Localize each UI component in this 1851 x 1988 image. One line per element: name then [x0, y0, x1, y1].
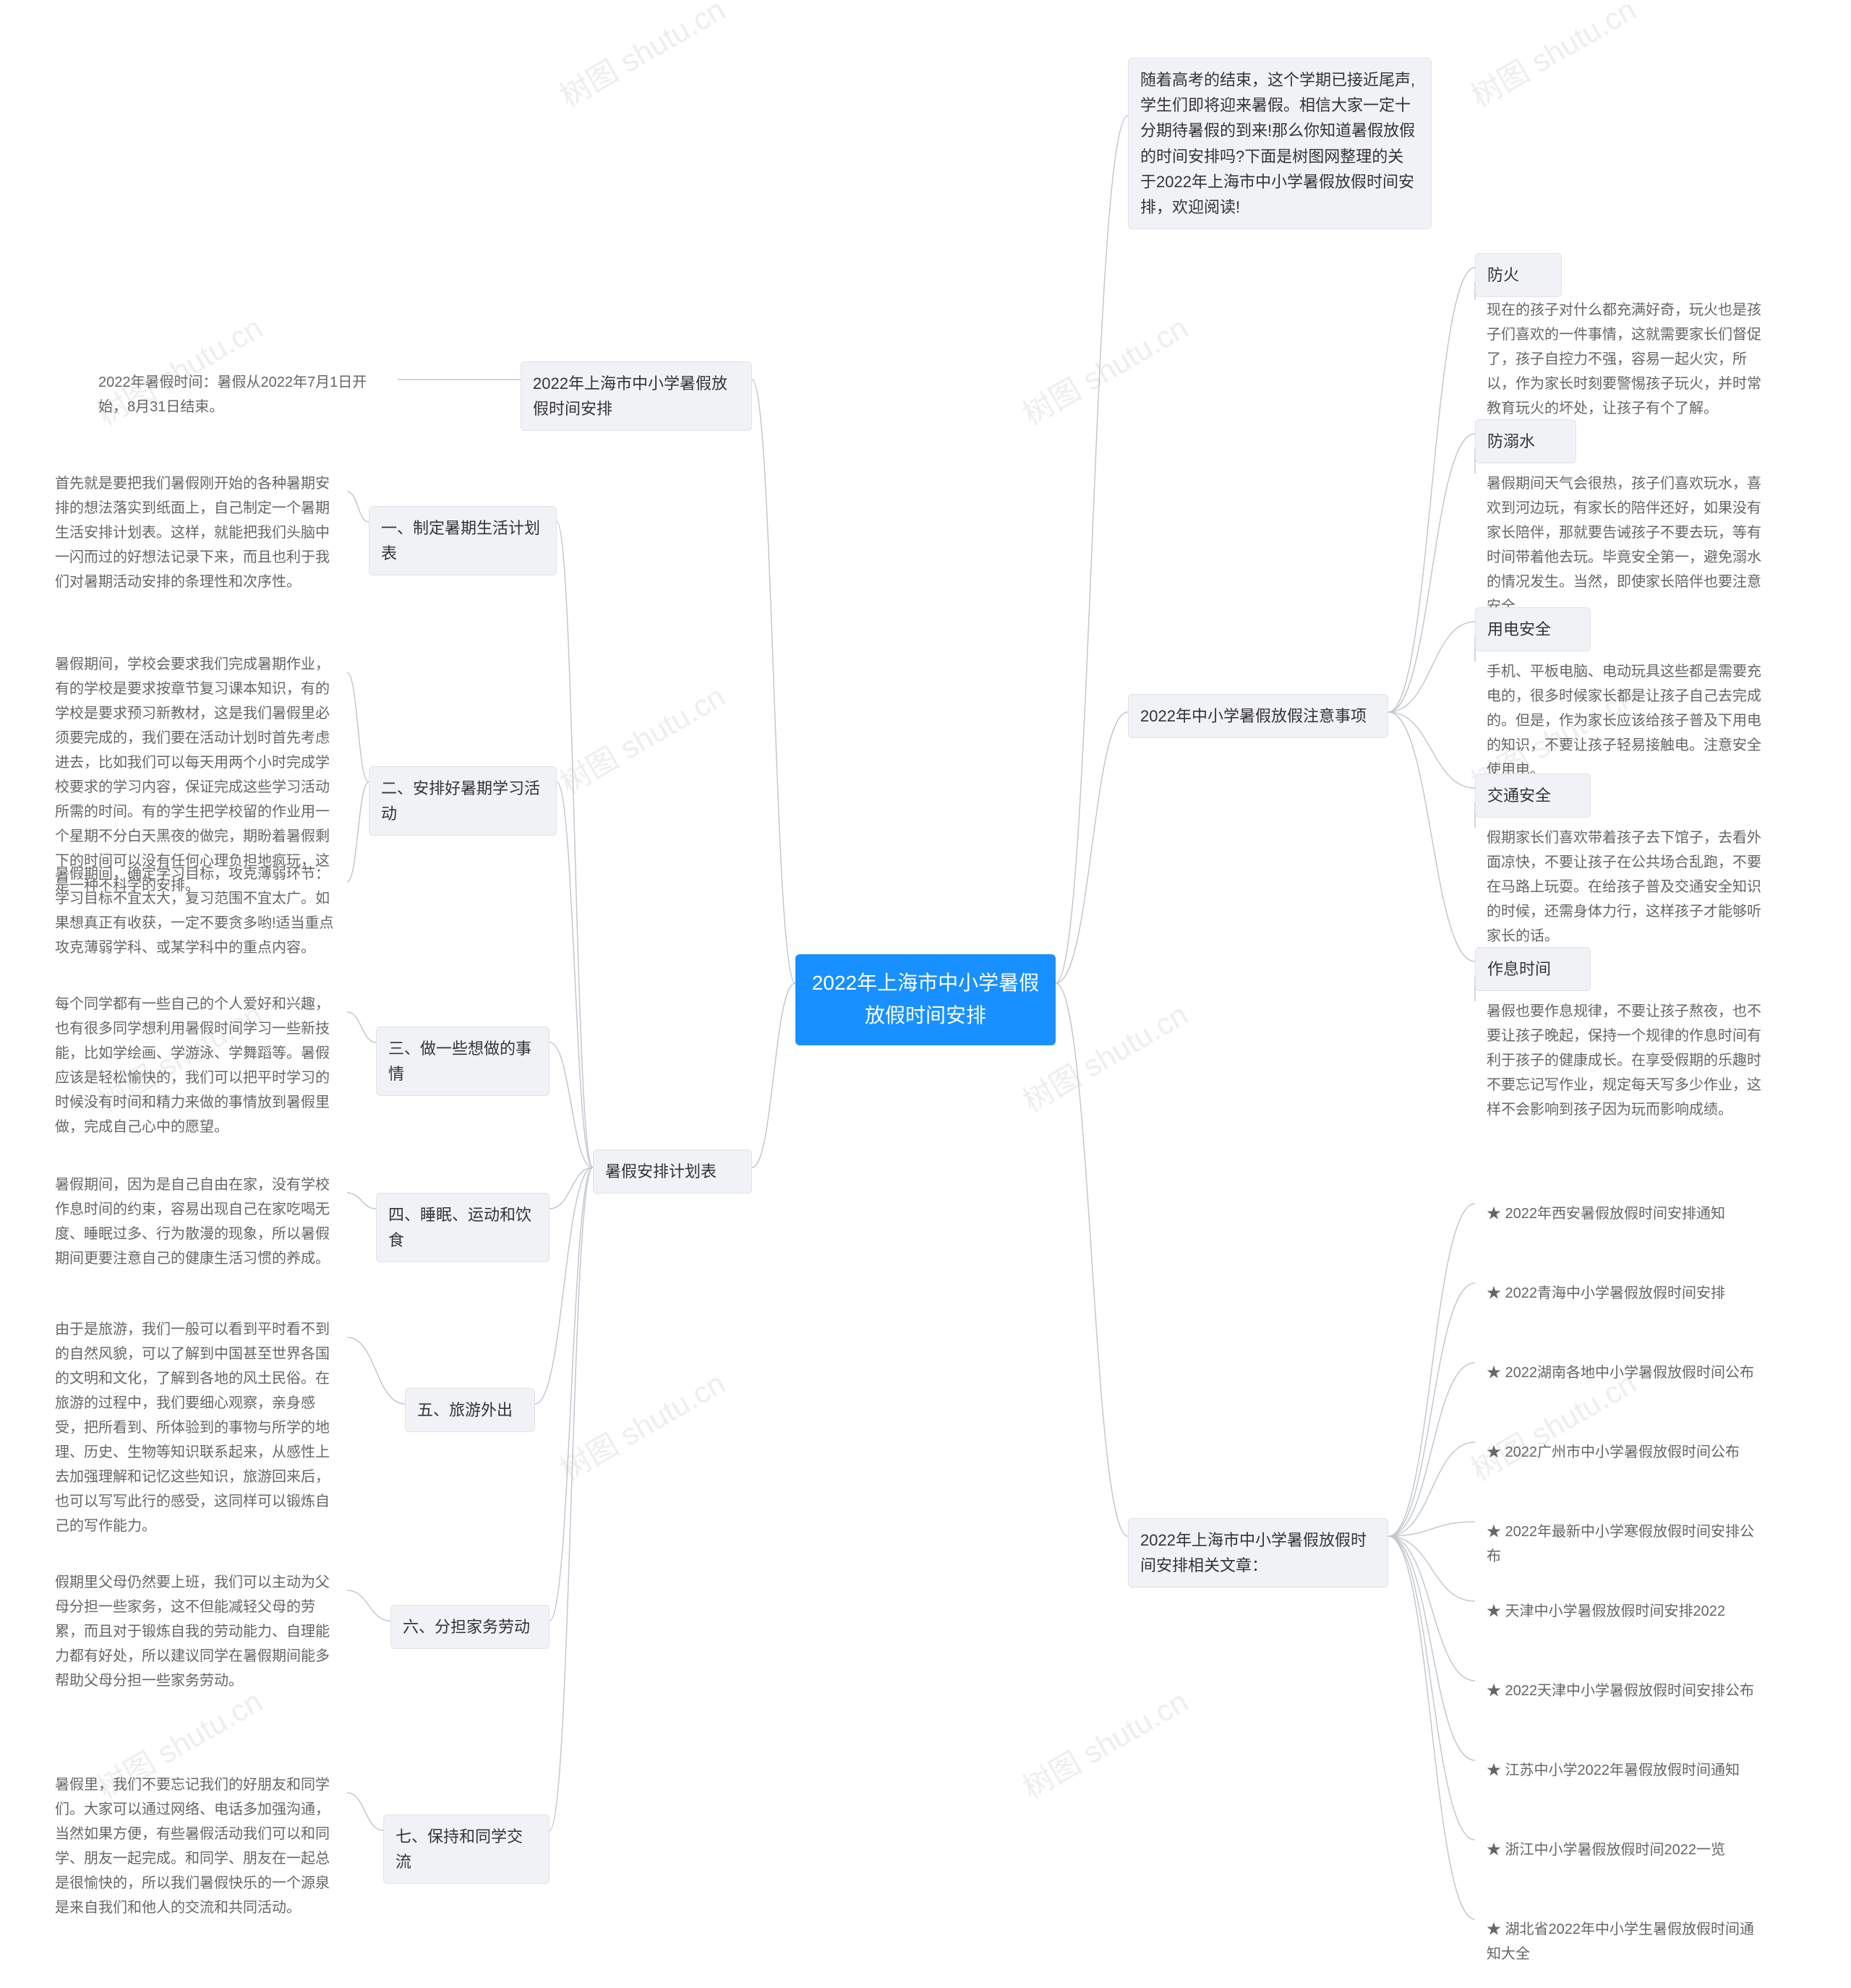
leaf-related-r6: ★ 天津中小学暑假放假时间安排2022: [1475, 1590, 1779, 1632]
leaf-p4-t: 暑假期间，因为是自己自由在家，没有学校作息时间的约束，容易出现自己在家吃喝无度、…: [43, 1164, 347, 1280]
sub-p6[interactable]: 六、分担家务劳动: [390, 1605, 550, 1649]
leaf-related-r1-label: ★ 2022年西安暑假放假时间安排通知: [1487, 1206, 1725, 1222]
leaf-n1-t-label: 现在的孩子对什么都充满好奇，玩火也是孩子们喜欢的一件事情，这就需要家长们督促了，…: [1487, 302, 1761, 416]
leaf-schedule-detail: 2022年暑假时间：暑假从2022年7月1日开始，8月31日结束。: [87, 361, 398, 428]
sub-p7[interactable]: 七、保持和同学交流: [383, 1815, 550, 1884]
sub-n4-label: 交通安全: [1487, 787, 1551, 805]
leaf-p7-t: 暑假里，我们不要忘记我们的好朋友和同学们。大家可以通过网络、电话多加强沟通，当然…: [43, 1764, 347, 1929]
branch-notice[interactable]: 2022年中小学暑假放假注意事项: [1128, 694, 1388, 738]
sub-p3-label: 三、做一些想做的事情: [388, 1040, 531, 1083]
leaf-n2-t-label: 暑假期间天气会很热，孩子们喜欢玩水，喜欢到河边玩，有家长的陪伴还好，如果没有家长…: [1487, 476, 1761, 614]
leaf-p4-t-label: 暑假期间，因为是自己自由在家，没有学校作息时间的约束，容易出现自己在家吃喝无度、…: [55, 1177, 330, 1267]
leaf-related-r10: ★ 湖北省2022年中小学生暑假放假时间通知大全: [1475, 1908, 1779, 1975]
mindmap-canvas: 树图 shutu.cn树图 shutu.cn树图 shutu.cn树图 shut…: [0, 0, 1851, 1988]
leaf-related-r10-label: ★ 湖北省2022年中小学生暑假放假时间通知大全: [1487, 1921, 1754, 1962]
sub-p2-label: 二、安排好暑期学习活动: [381, 779, 540, 823]
leaf-related-r5: ★ 2022年最新中小学寒假放假时间安排公布: [1475, 1511, 1779, 1577]
sub-n4[interactable]: 交通安全: [1475, 774, 1591, 818]
sub-p2[interactable]: 二、安排好暑期学习活动: [369, 766, 557, 836]
sub-n2[interactable]: 防溺水: [1475, 419, 1576, 463]
sub-p7-label: 七、保持和同学交流: [396, 1828, 523, 1871]
sub-p4-label: 四、睡眠、运动和饮食: [388, 1206, 531, 1249]
sub-p3[interactable]: 三、做一些想做的事情: [376, 1027, 550, 1096]
sub-p4[interactable]: 四、睡眠、运动和饮食: [376, 1193, 550, 1262]
leaf-n4-t: 假期家长们喜欢带着孩子去下馆子，去看外面凉快，不要让孩子在公共场合乱跑，不要在马…: [1475, 817, 1779, 957]
leaf-n1-t: 现在的孩子对什么都充满好奇，玩火也是孩子们喜欢的一件事情，这就需要家长们督促了，…: [1475, 289, 1779, 429]
leaf-related-r5-label: ★ 2022年最新中小学寒假放假时间安排公布: [1487, 1524, 1754, 1564]
intro-block: 随着高考的结束，这个学期已接近尾声,学生们即将迎来暑假。相信大家一定十分期待暑假…: [1128, 58, 1432, 229]
leaf-p3-t: 每个同学都有一些自己的个人爱好和兴趣，也有很多同学想利用暑假时间学习一些新技能，…: [43, 983, 347, 1148]
sub-n5-label: 作息时间: [1487, 960, 1551, 978]
sub-n2-label: 防溺水: [1487, 432, 1535, 450]
leaf-n2-t: 暑假期间天气会很热，孩子们喜欢玩水，喜欢到河边玩，有家长的陪伴还好，如果没有家长…: [1475, 463, 1779, 627]
sub-n3[interactable]: 用电安全: [1475, 607, 1591, 651]
branch-related[interactable]: 2022年上海市中小学暑假放假时间安排相关文章：: [1128, 1518, 1388, 1588]
leaf-related-r9-label: ★ 浙江中小学暑假放假时间2022一览: [1487, 1842, 1725, 1858]
sub-n1-label: 防火: [1487, 266, 1519, 284]
leaf-p5-t-label: 由于是旅游，我们一般可以看到平时看不到的自然风貌，可以了解到中国甚至世界各国的文…: [55, 1321, 330, 1534]
leaf-related-r1: ★ 2022年西安暑假放假时间安排通知: [1475, 1193, 1779, 1235]
sub-p1-label: 一、制定暑期生活计划表: [381, 519, 540, 562]
sub-p5-label: 五、旅游外出: [417, 1401, 513, 1419]
leaf-p3-t-label: 每个同学都有一些自己的个人爱好和兴趣，也有很多同学想利用暑假时间学习一些新技能，…: [55, 996, 330, 1135]
leaf-related-r4-label: ★ 2022广州市中小学暑假放假时间公布: [1487, 1444, 1740, 1460]
leaf-related-r3: ★ 2022湖南各地中小学暑假放假时间公布: [1475, 1352, 1779, 1394]
leaf-related-r6-label: ★ 天津中小学暑假放假时间安排2022: [1487, 1603, 1725, 1619]
leaf-related-r2: ★ 2022青海中小学暑假放假时间安排: [1475, 1272, 1779, 1314]
branch-plan[interactable]: 暑假安排计划表: [593, 1149, 752, 1194]
leaf-p6-t: 假期里父母仍然要上班，我们可以主动为父母分担一些家务，这不但能减轻父母的劳累，而…: [43, 1561, 347, 1702]
leaf-p1-t: 首先就是要把我们暑假刚开始的各种暑期安排的想法落实到纸面上，自己制定一个暑期生活…: [43, 463, 347, 603]
leaf-related-r3-label: ★ 2022湖南各地中小学暑假放假时间公布: [1487, 1365, 1754, 1381]
leaf-related-r8-label: ★ 江苏中小学2022年暑假放假时间通知: [1487, 1762, 1740, 1778]
sub-p6-label: 六、分担家务劳动: [403, 1618, 530, 1636]
sub-n3-label: 用电安全: [1487, 620, 1551, 638]
leaf-n4-t-label: 假期家长们喜欢带着孩子去下馆子，去看外面凉快，不要让孩子在公共场合乱跑，不要在马…: [1487, 830, 1761, 944]
sub-n5[interactable]: 作息时间: [1475, 947, 1591, 991]
branch-related-label: 2022年上海市中小学暑假放假时间安排相关文章：: [1140, 1531, 1367, 1574]
intro-block-label: 随着高考的结束，这个学期已接近尾声,学生们即将迎来暑假。相信大家一定十分期待暑假…: [1140, 71, 1415, 216]
leaf-p6-t-label: 假期里父母仍然要上班，我们可以主动为父母分担一些家务，这不但能减轻父母的劳累，而…: [55, 1574, 330, 1689]
leaf-p2-t2: 暑假期间，确定学习目标，攻克薄弱环节：学习目标不宜太大，复习范围不宜太广。如果想…: [43, 853, 347, 969]
leaf-schedule-detail-label: 2022年暑假时间：暑假从2022年7月1日开始，8月31日结束。: [98, 374, 367, 415]
leaf-p5-t: 由于是旅游，我们一般可以看到平时看不到的自然风貌，可以了解到中国甚至世界各国的文…: [43, 1308, 347, 1547]
leaf-p1-t-label: 首先就是要把我们暑假刚开始的各种暑期安排的想法落实到纸面上，自己制定一个暑期生活…: [55, 476, 330, 590]
branch-plan-label: 暑假安排计划表: [605, 1162, 717, 1181]
leaf-related-r8: ★ 江苏中小学2022年暑假放假时间通知: [1475, 1749, 1779, 1791]
sub-p1[interactable]: 一、制定暑期生活计划表: [369, 506, 557, 575]
sub-p5[interactable]: 五、旅游外出: [405, 1388, 535, 1432]
leaf-related-r4: ★ 2022广州市中小学暑假放假时间公布: [1475, 1431, 1779, 1473]
leaf-n5-t-label: 暑假也要作息规律，不要让孩子熬夜，也不要让孩子晚起，保持一个规律的作息时间有利于…: [1487, 1003, 1761, 1118]
branch-schedule[interactable]: 2022年上海市中小学暑假放假时间安排: [521, 361, 752, 431]
branch-notice-label: 2022年中小学暑假放假注意事项: [1140, 707, 1367, 725]
leaf-n5-t: 暑假也要作息规律，不要让孩子熬夜，也不要让孩子晚起，保持一个规律的作息时间有利于…: [1475, 990, 1779, 1131]
leaf-related-r7: ★ 2022天津中小学暑假放假时间安排公布: [1475, 1670, 1779, 1712]
root-node[interactable]: 2022年上海市中小学暑假放假时间安排: [795, 954, 1056, 1045]
leaf-related-r9: ★ 浙江中小学暑假放假时间2022一览: [1475, 1829, 1779, 1871]
leaf-n3-t: 手机、平板电脑、电动玩具这些都是需要充电的，很多时候家长都是让孩子自己去完成的。…: [1475, 651, 1779, 791]
leaf-related-r7-label: ★ 2022天津中小学暑假放假时间安排公布: [1487, 1683, 1754, 1699]
leaf-p7-t-label: 暑假里，我们不要忘记我们的好朋友和同学们。大家可以通过网络、电话多加强沟通，当然…: [55, 1777, 330, 1916]
leaf-related-r2-label: ★ 2022青海中小学暑假放假时间安排: [1487, 1285, 1725, 1301]
root-label: 2022年上海市中小学暑假放假时间安排: [812, 972, 1039, 1027]
leaf-n3-t-label: 手机、平板电脑、电动玩具这些都是需要充电的，很多时候家长都是让孩子自己去完成的。…: [1487, 664, 1761, 778]
leaf-p2-t2-label: 暑假期间，确定学习目标，攻克薄弱环节：学习目标不宜太大，复习范围不宜太广。如果想…: [55, 866, 334, 956]
branch-schedule-label: 2022年上海市中小学暑假放假时间安排: [533, 374, 727, 418]
